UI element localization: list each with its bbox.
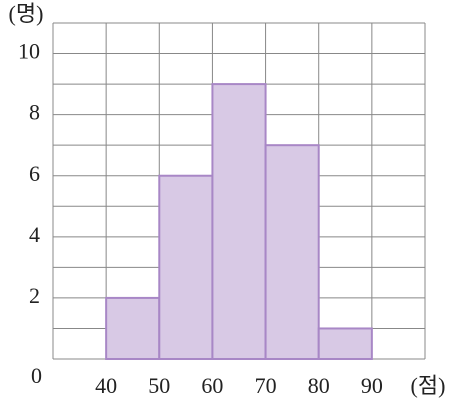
y-tick-label: 0 — [31, 363, 42, 388]
bar — [211, 83, 267, 360]
y-tick-label: 6 — [29, 161, 40, 186]
bar — [158, 174, 214, 360]
bar — [105, 296, 161, 360]
bar — [317, 327, 373, 361]
x-tick-label: 70 — [255, 373, 277, 398]
y-tick-label: 8 — [29, 100, 40, 125]
y-tick-label: 2 — [29, 283, 40, 308]
x-axis-label: (점) — [411, 373, 446, 398]
y-axis-label: (명) — [9, 1, 44, 26]
x-tick-label: 60 — [201, 373, 223, 398]
bar — [264, 144, 320, 360]
y-tick-label: 10 — [18, 39, 40, 64]
x-tick-label: 80 — [308, 373, 330, 398]
x-tick-label: 50 — [148, 373, 170, 398]
x-tick-label: 90 — [361, 373, 383, 398]
x-tick-label: 40 — [95, 373, 117, 398]
y-tick-label: 4 — [29, 222, 40, 247]
